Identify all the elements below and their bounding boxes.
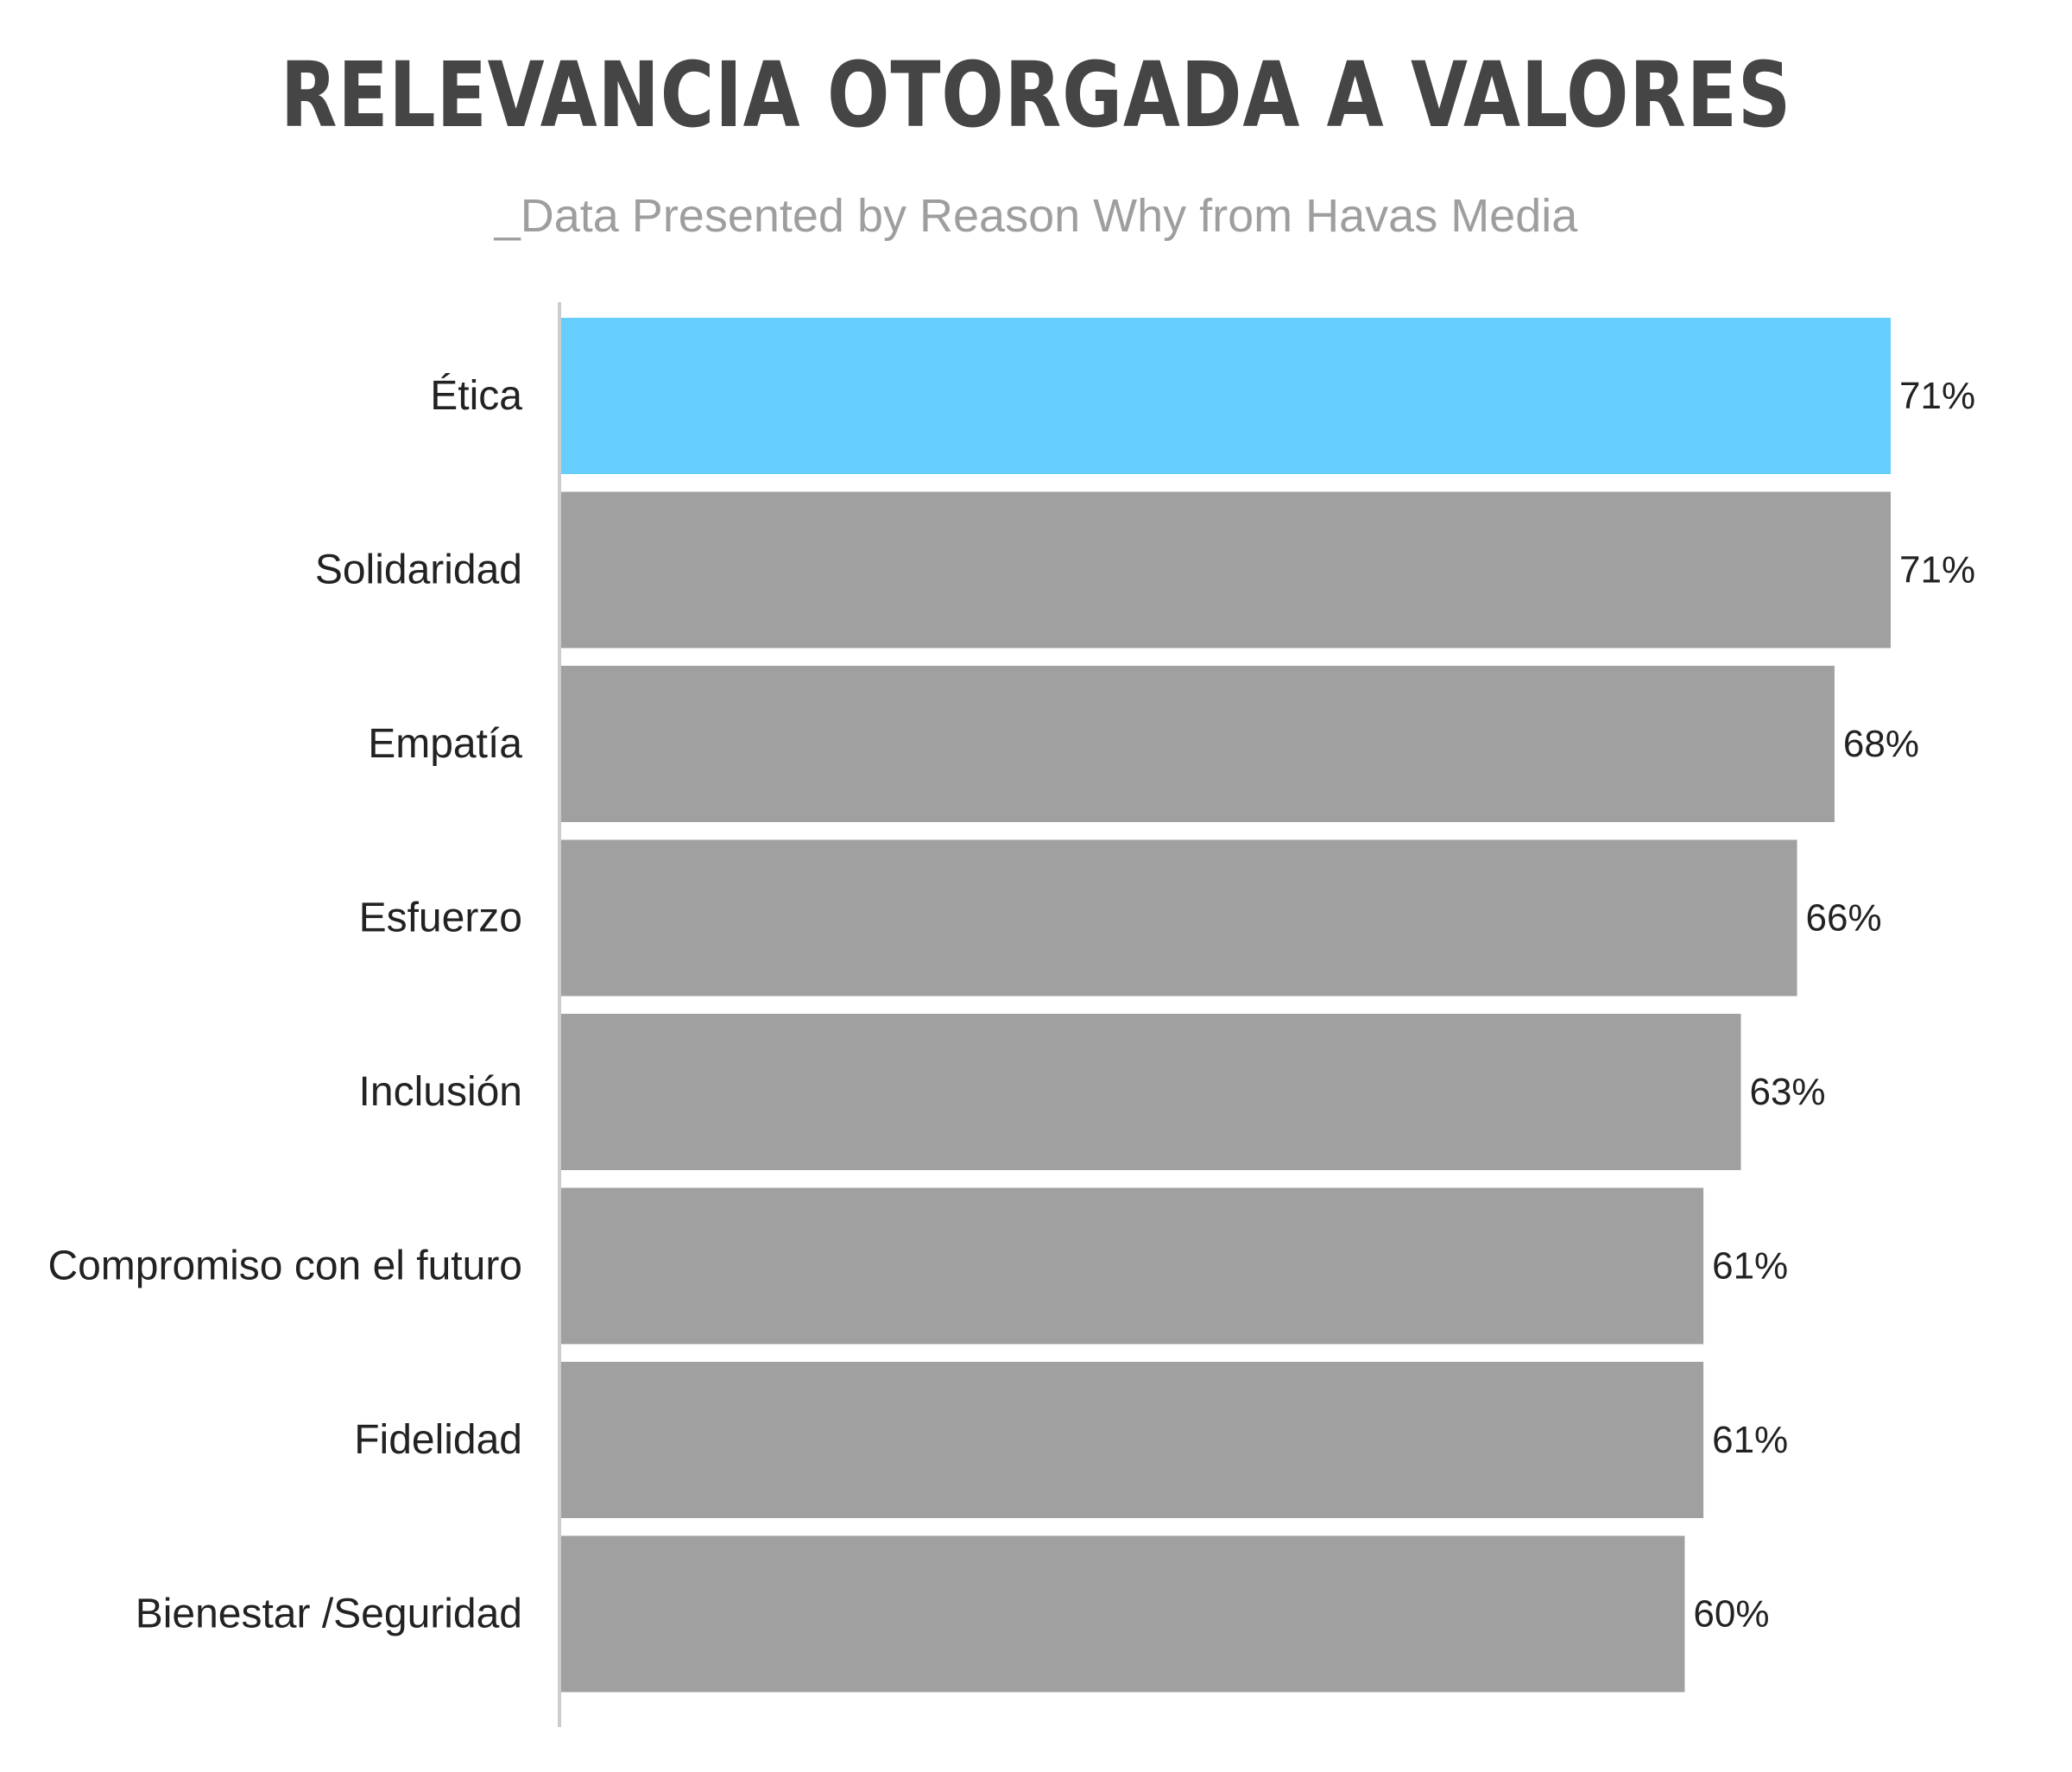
value-label: 61%: [1712, 1245, 1788, 1288]
category-label: Solidaridad: [315, 547, 522, 593]
bar: [561, 1535, 1685, 1693]
bar: [561, 1014, 1741, 1170]
value-label: 71%: [1899, 549, 1975, 592]
bar: [561, 318, 1891, 474]
category-label: Empatía: [368, 721, 522, 767]
bar: [561, 1362, 1704, 1518]
bar: [561, 839, 1797, 997]
category-label: Compromiso con el futuro: [47, 1244, 522, 1289]
category-label: Esfuerzo: [359, 895, 522, 941]
category-label: Inclusión: [359, 1069, 522, 1115]
bar: [561, 491, 1891, 649]
bar: [561, 1187, 1704, 1345]
bar: [561, 666, 1835, 822]
value-label: 68%: [1843, 723, 1919, 765]
value-label: 61%: [1712, 1419, 1788, 1461]
category-label: Ética: [430, 373, 522, 419]
value-label: 63%: [1749, 1071, 1825, 1113]
category-label: Fidelidad: [354, 1417, 522, 1463]
value-label: 66%: [1806, 897, 1882, 940]
value-label: 60%: [1693, 1593, 1769, 1636]
chart-subtitle: _Data Presented by Reason Why from Havas…: [494, 190, 1578, 242]
value-label: 71%: [1899, 375, 1975, 417]
chart-title: RELEVANCIA OTORGADA A VALORES: [280, 42, 1792, 148]
category-label: Bienestar /Seguridad: [136, 1592, 522, 1637]
